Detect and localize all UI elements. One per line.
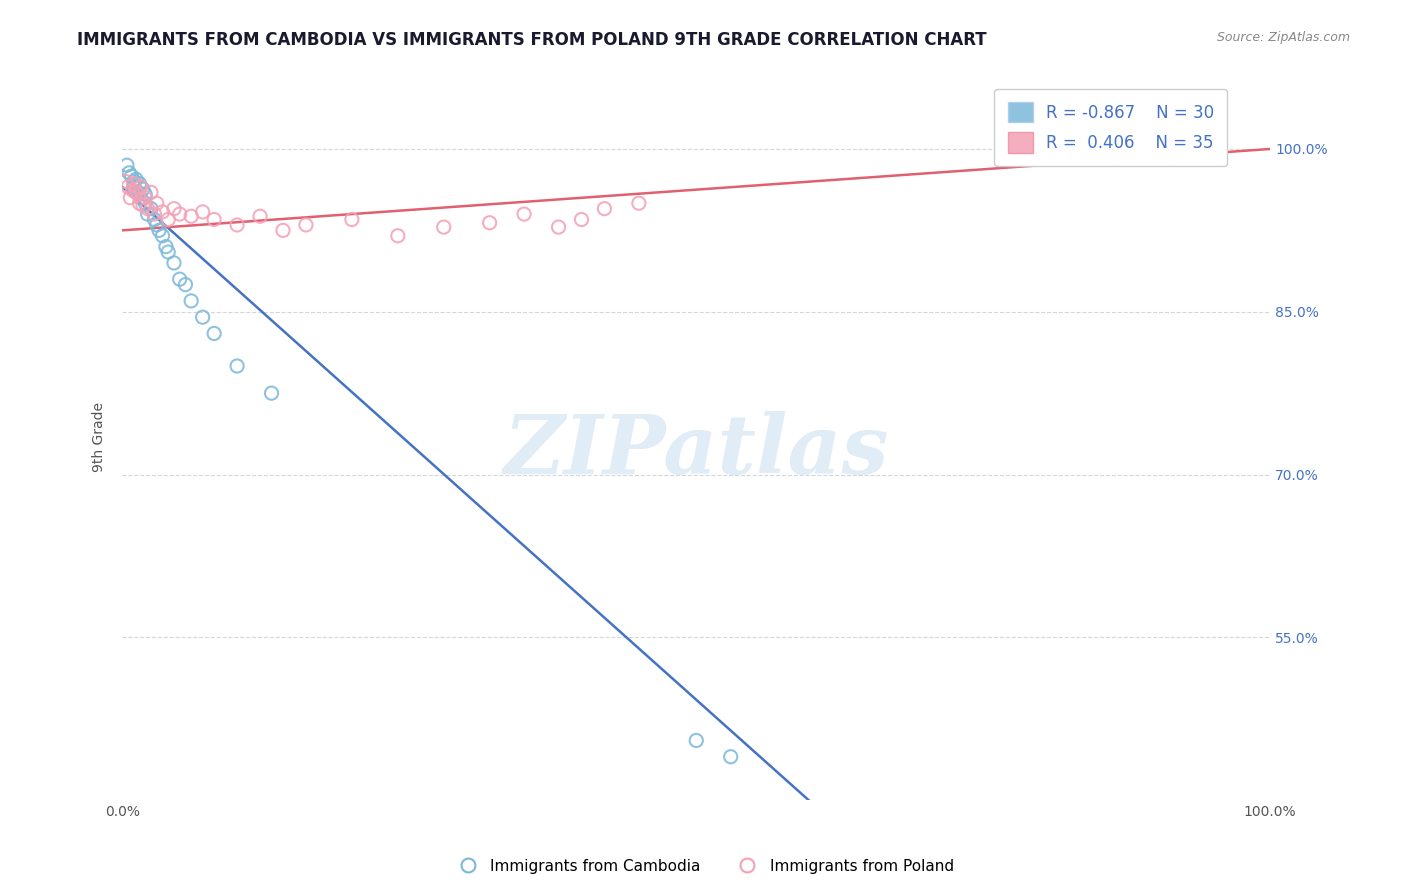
Point bbox=[157, 212, 180, 227]
Y-axis label: 9th Grade: 9th Grade bbox=[93, 401, 107, 472]
Point bbox=[169, 207, 191, 221]
Point bbox=[720, 749, 742, 764]
Point bbox=[180, 293, 202, 308]
Point bbox=[143, 207, 166, 221]
Point bbox=[125, 186, 148, 200]
Point bbox=[433, 220, 456, 235]
Text: Source: ZipAtlas.com: Source: ZipAtlas.com bbox=[1216, 31, 1350, 45]
Point bbox=[128, 196, 150, 211]
Legend: Immigrants from Cambodia, Immigrants from Poland: Immigrants from Cambodia, Immigrants fro… bbox=[446, 853, 960, 880]
Point bbox=[136, 207, 159, 221]
Point bbox=[121, 183, 143, 197]
Point bbox=[118, 166, 141, 180]
Point bbox=[157, 245, 180, 260]
Point bbox=[128, 177, 150, 191]
Point bbox=[125, 172, 148, 186]
Point bbox=[143, 212, 166, 227]
Point bbox=[145, 196, 167, 211]
Point bbox=[132, 182, 155, 196]
Point bbox=[139, 186, 162, 200]
Point bbox=[163, 256, 186, 270]
Point bbox=[191, 205, 214, 219]
Point bbox=[387, 228, 409, 243]
Point bbox=[152, 205, 174, 219]
Point bbox=[145, 218, 167, 232]
Point bbox=[129, 191, 152, 205]
Point bbox=[202, 326, 225, 341]
Point bbox=[114, 174, 136, 188]
Point bbox=[148, 223, 170, 237]
Point bbox=[139, 202, 162, 216]
Text: IMMIGRANTS FROM CAMBODIA VS IMMIGRANTS FROM POLAND 9TH GRADE CORRELATION CHART: IMMIGRANTS FROM CAMBODIA VS IMMIGRANTS F… bbox=[77, 31, 987, 49]
Point bbox=[117, 180, 139, 194]
Point bbox=[340, 212, 363, 227]
Point bbox=[174, 277, 197, 292]
Point bbox=[593, 202, 616, 216]
Point bbox=[571, 212, 593, 227]
Point bbox=[226, 359, 249, 373]
Point bbox=[127, 187, 149, 202]
Point bbox=[134, 191, 156, 205]
Point bbox=[685, 733, 707, 747]
Point bbox=[478, 216, 501, 230]
Point bbox=[134, 187, 156, 202]
Point bbox=[134, 196, 156, 211]
Point bbox=[271, 223, 294, 237]
Point bbox=[180, 209, 202, 223]
Point bbox=[115, 158, 138, 172]
Point bbox=[191, 310, 214, 325]
Point bbox=[120, 191, 142, 205]
Point bbox=[627, 196, 650, 211]
Point bbox=[249, 209, 271, 223]
Point bbox=[169, 272, 191, 286]
Point bbox=[260, 386, 283, 401]
Point bbox=[155, 239, 177, 253]
Point bbox=[122, 174, 145, 188]
Legend: R = -0.867    N = 30, R =  0.406    N = 35: R = -0.867 N = 30, R = 0.406 N = 35 bbox=[994, 88, 1227, 166]
Point bbox=[547, 220, 569, 235]
Point bbox=[226, 218, 249, 232]
Point bbox=[136, 202, 159, 216]
Point bbox=[132, 198, 155, 212]
Point bbox=[122, 180, 145, 194]
Point bbox=[295, 218, 318, 232]
Point bbox=[127, 186, 149, 200]
Point bbox=[163, 202, 186, 216]
Point bbox=[129, 180, 152, 194]
Point bbox=[202, 212, 225, 227]
Point bbox=[121, 169, 143, 183]
Point bbox=[122, 177, 145, 191]
Point bbox=[152, 228, 174, 243]
Point bbox=[513, 207, 536, 221]
Text: ZIPatlas: ZIPatlas bbox=[503, 411, 889, 491]
